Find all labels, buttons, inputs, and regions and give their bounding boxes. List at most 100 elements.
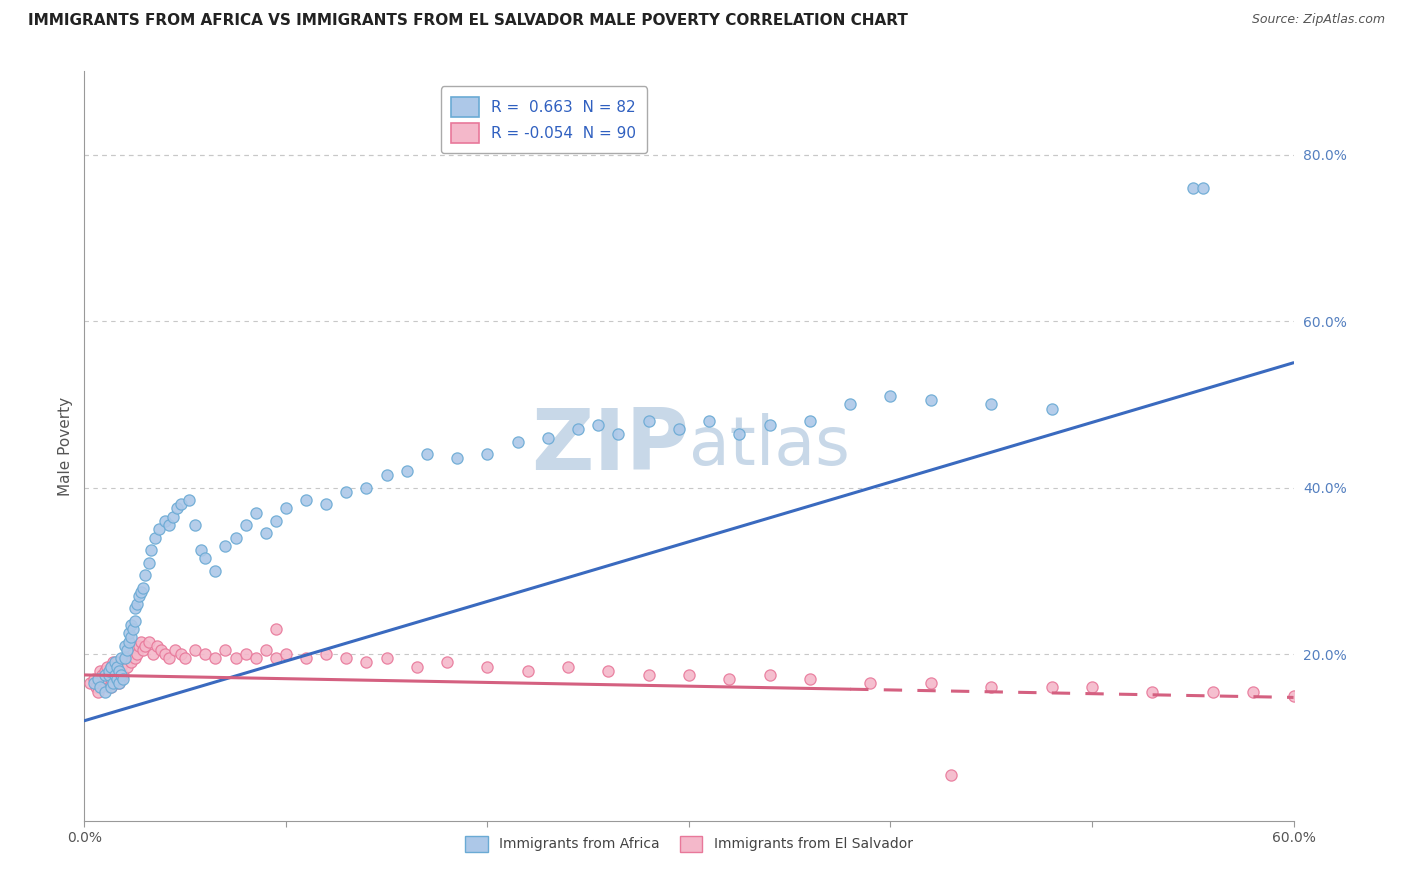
Point: [100, 681, 122, 695]
Point: [1040, 681, 1063, 695]
Point: [101, 676, 124, 690]
Point: [110, 672, 132, 686]
Point: [128, 589, 150, 603]
Point: [718, 672, 741, 686]
Point: [104, 656, 127, 670]
Point: [1384, 693, 1406, 707]
Point: [105, 672, 128, 686]
Point: [121, 622, 143, 636]
Point: [1081, 681, 1104, 695]
Point: [839, 397, 862, 411]
Point: [110, 668, 132, 682]
Point: [134, 568, 156, 582]
Point: [134, 639, 156, 653]
Point: [1040, 401, 1063, 416]
Point: [204, 564, 226, 578]
Point: [101, 656, 124, 670]
Point: [121, 643, 143, 657]
Point: [758, 418, 780, 433]
Point: [125, 597, 148, 611]
Point: [920, 393, 942, 408]
Point: [79, 676, 101, 690]
Point: [110, 659, 132, 673]
Point: [129, 634, 152, 648]
Point: [104, 676, 127, 690]
Point: [97, 668, 120, 682]
Point: [100, 672, 122, 686]
Point: [111, 668, 134, 682]
Point: [395, 464, 418, 478]
Point: [264, 651, 287, 665]
Point: [416, 447, 439, 461]
Point: [100, 659, 122, 673]
Point: [668, 422, 690, 436]
Point: [335, 651, 357, 665]
Point: [567, 422, 589, 436]
Point: [225, 531, 247, 545]
Point: [1282, 689, 1305, 703]
Point: [980, 397, 1002, 411]
Point: [1323, 689, 1346, 703]
Point: [184, 643, 207, 657]
Point: [149, 643, 172, 657]
Point: [128, 639, 150, 653]
Point: [143, 531, 166, 545]
Point: [93, 676, 115, 690]
Point: [356, 481, 378, 495]
Point: [114, 639, 136, 653]
Point: [879, 389, 901, 403]
Point: [105, 656, 128, 670]
Point: [115, 659, 138, 673]
Point: [225, 651, 247, 665]
Point: [1192, 181, 1215, 195]
Point: [89, 664, 111, 678]
Point: [97, 668, 120, 682]
Point: [758, 668, 780, 682]
Point: [477, 659, 499, 673]
Point: [87, 672, 110, 686]
Point: [728, 426, 751, 441]
Point: [104, 664, 127, 678]
Point: [799, 672, 821, 686]
Point: [93, 668, 115, 682]
Point: [114, 651, 136, 665]
Point: [436, 656, 458, 670]
Point: [146, 639, 169, 653]
Point: [254, 526, 277, 541]
Point: [86, 681, 108, 695]
Point: [89, 681, 111, 695]
Point: [100, 659, 122, 673]
Point: [125, 647, 148, 661]
Point: [678, 668, 700, 682]
Point: [107, 676, 129, 690]
Point: [194, 647, 217, 661]
Point: [132, 581, 155, 595]
Point: [124, 651, 146, 665]
Point: [190, 543, 212, 558]
Point: [142, 647, 165, 661]
Point: [96, 659, 118, 673]
Point: [516, 664, 538, 678]
Point: [537, 431, 560, 445]
Point: [588, 418, 610, 433]
Point: [697, 414, 720, 428]
Point: [939, 768, 962, 782]
Text: atlas: atlas: [689, 413, 849, 479]
Point: [118, 634, 141, 648]
Point: [184, 518, 207, 533]
Point: [274, 501, 297, 516]
Text: ZIP: ZIP: [531, 404, 689, 488]
Point: [204, 651, 226, 665]
Point: [114, 651, 136, 665]
Point: [245, 651, 267, 665]
Point: [97, 664, 120, 678]
Point: [264, 622, 287, 636]
Point: [101, 668, 124, 682]
Point: [214, 643, 236, 657]
Point: [254, 643, 277, 657]
Point: [139, 543, 162, 558]
Point: [375, 651, 398, 665]
Point: [637, 414, 659, 428]
Point: [93, 684, 115, 698]
Point: [637, 668, 659, 682]
